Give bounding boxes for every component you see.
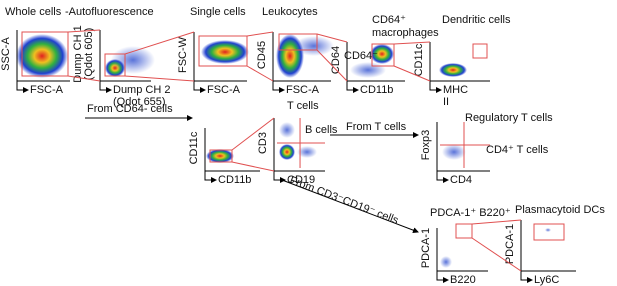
gate-link — [231, 161, 275, 172]
y-axis-label: FSC-W — [177, 36, 189, 73]
cell-density — [545, 228, 551, 232]
cell-density — [279, 122, 295, 138]
gate-link — [393, 65, 431, 82]
panel-title: Leukocytes — [262, 6, 318, 18]
x-axis-label: FSC-A — [286, 84, 320, 96]
x-axis-label: MHC — [443, 84, 468, 96]
cell-density — [370, 44, 394, 64]
panel-title: Regulatory T cells — [465, 112, 553, 124]
x-axis-label: CD4 — [450, 174, 472, 186]
gate-link — [316, 49, 348, 82]
gate — [104, 53, 126, 77]
gate-label: CD64⁻ — [344, 50, 378, 62]
gate-link — [124, 75, 195, 82]
gate-link — [124, 31, 195, 55]
axis-arrow — [520, 271, 533, 283]
panel-title: Whole cells — [5, 6, 62, 18]
panel-title: -Autofluorescence — [65, 6, 154, 18]
panel-title: macrophages — [372, 27, 439, 39]
panel-title: T cells — [287, 100, 319, 112]
flow-arrow — [281, 179, 419, 234]
gate-link — [393, 41, 431, 45]
panel-title: CD64⁺ — [372, 14, 406, 26]
panel-title: Plasmacytoid DCs — [515, 204, 605, 216]
axis-arrow — [436, 271, 449, 283]
panel-title: PDCA-1⁺ B220⁺ — [430, 207, 511, 219]
gate-link — [67, 29, 101, 33]
gate — [472, 43, 488, 59]
y-axis-label: CD45 — [256, 41, 268, 69]
x-axis-label: Dump CH 2 — [113, 84, 170, 96]
axis-arrow — [16, 81, 29, 93]
axis-arrow — [204, 171, 217, 183]
axis-arrow — [272, 81, 285, 93]
cell-density — [279, 144, 295, 160]
gate — [278, 33, 318, 51]
gate — [21, 31, 69, 77]
x-axis-label: II — [443, 96, 449, 108]
panel-title: Dendritic cells — [442, 14, 511, 26]
cell-density — [297, 146, 317, 158]
x-axis-label: CD11b — [218, 174, 251, 186]
x-axis-label: FSC-A — [207, 84, 241, 96]
gate-link — [246, 31, 274, 37]
cell-density — [294, 36, 334, 56]
y-axis-label: PDCA-1 — [504, 224, 516, 264]
cell-density — [206, 149, 234, 163]
gate-link — [246, 65, 274, 82]
x-axis-label: CD19 — [287, 174, 315, 186]
gate-link — [471, 219, 522, 225]
x-axis-label: CD11b — [360, 84, 393, 96]
axis-arrow — [193, 81, 206, 93]
y-axis-label: SSC-A — [0, 37, 12, 71]
y-axis-label: CD11c — [413, 43, 425, 76]
cell-density — [439, 63, 467, 77]
flow-label: From CD3⁻CD19⁻ cells — [288, 174, 401, 227]
gate — [455, 223, 473, 239]
flow-label: From T cells — [346, 121, 407, 133]
axis-arrow — [436, 171, 449, 183]
axis-arrow — [99, 81, 112, 93]
panel-title: Single cells — [190, 6, 246, 18]
cell-density — [442, 144, 466, 160]
gate — [198, 35, 248, 67]
axis-arrow — [346, 81, 359, 93]
y-axis-label: Foxp3 — [420, 130, 432, 161]
axis-arrow — [429, 81, 442, 93]
gate-link — [67, 75, 101, 82]
x-axis-label: B220 — [450, 274, 476, 286]
y-axis-label: (Qdot 605) — [83, 28, 95, 81]
x-axis-label: FSC-A — [30, 84, 64, 96]
cell-density — [16, 34, 68, 78]
gate — [371, 43, 395, 67]
gate — [533, 223, 565, 241]
cell-density — [440, 256, 452, 268]
y-axis-label: PDCA-1 — [420, 228, 432, 268]
y-axis-label: CD11c — [188, 131, 200, 164]
axis-arrow — [273, 171, 286, 183]
gate-link — [316, 33, 348, 43]
cell-density — [350, 62, 386, 78]
gate-link — [231, 117, 275, 151]
y-axis-label: CD3 — [257, 132, 269, 154]
cell-density — [201, 40, 249, 64]
flow-label: From CD64- cells — [87, 103, 173, 115]
gate-label: B cells — [305, 124, 338, 136]
gate-label: CD4⁺ T cells — [486, 144, 549, 156]
gate-link — [471, 237, 522, 272]
plot-axes — [520, 220, 576, 272]
cell-density — [111, 46, 155, 74]
gate — [209, 149, 233, 163]
x-axis-label: (Qdot 655) — [113, 96, 166, 108]
y-axis-label: Dump CH 1 — [72, 25, 84, 82]
x-axis-label: Ly6C — [534, 274, 559, 286]
